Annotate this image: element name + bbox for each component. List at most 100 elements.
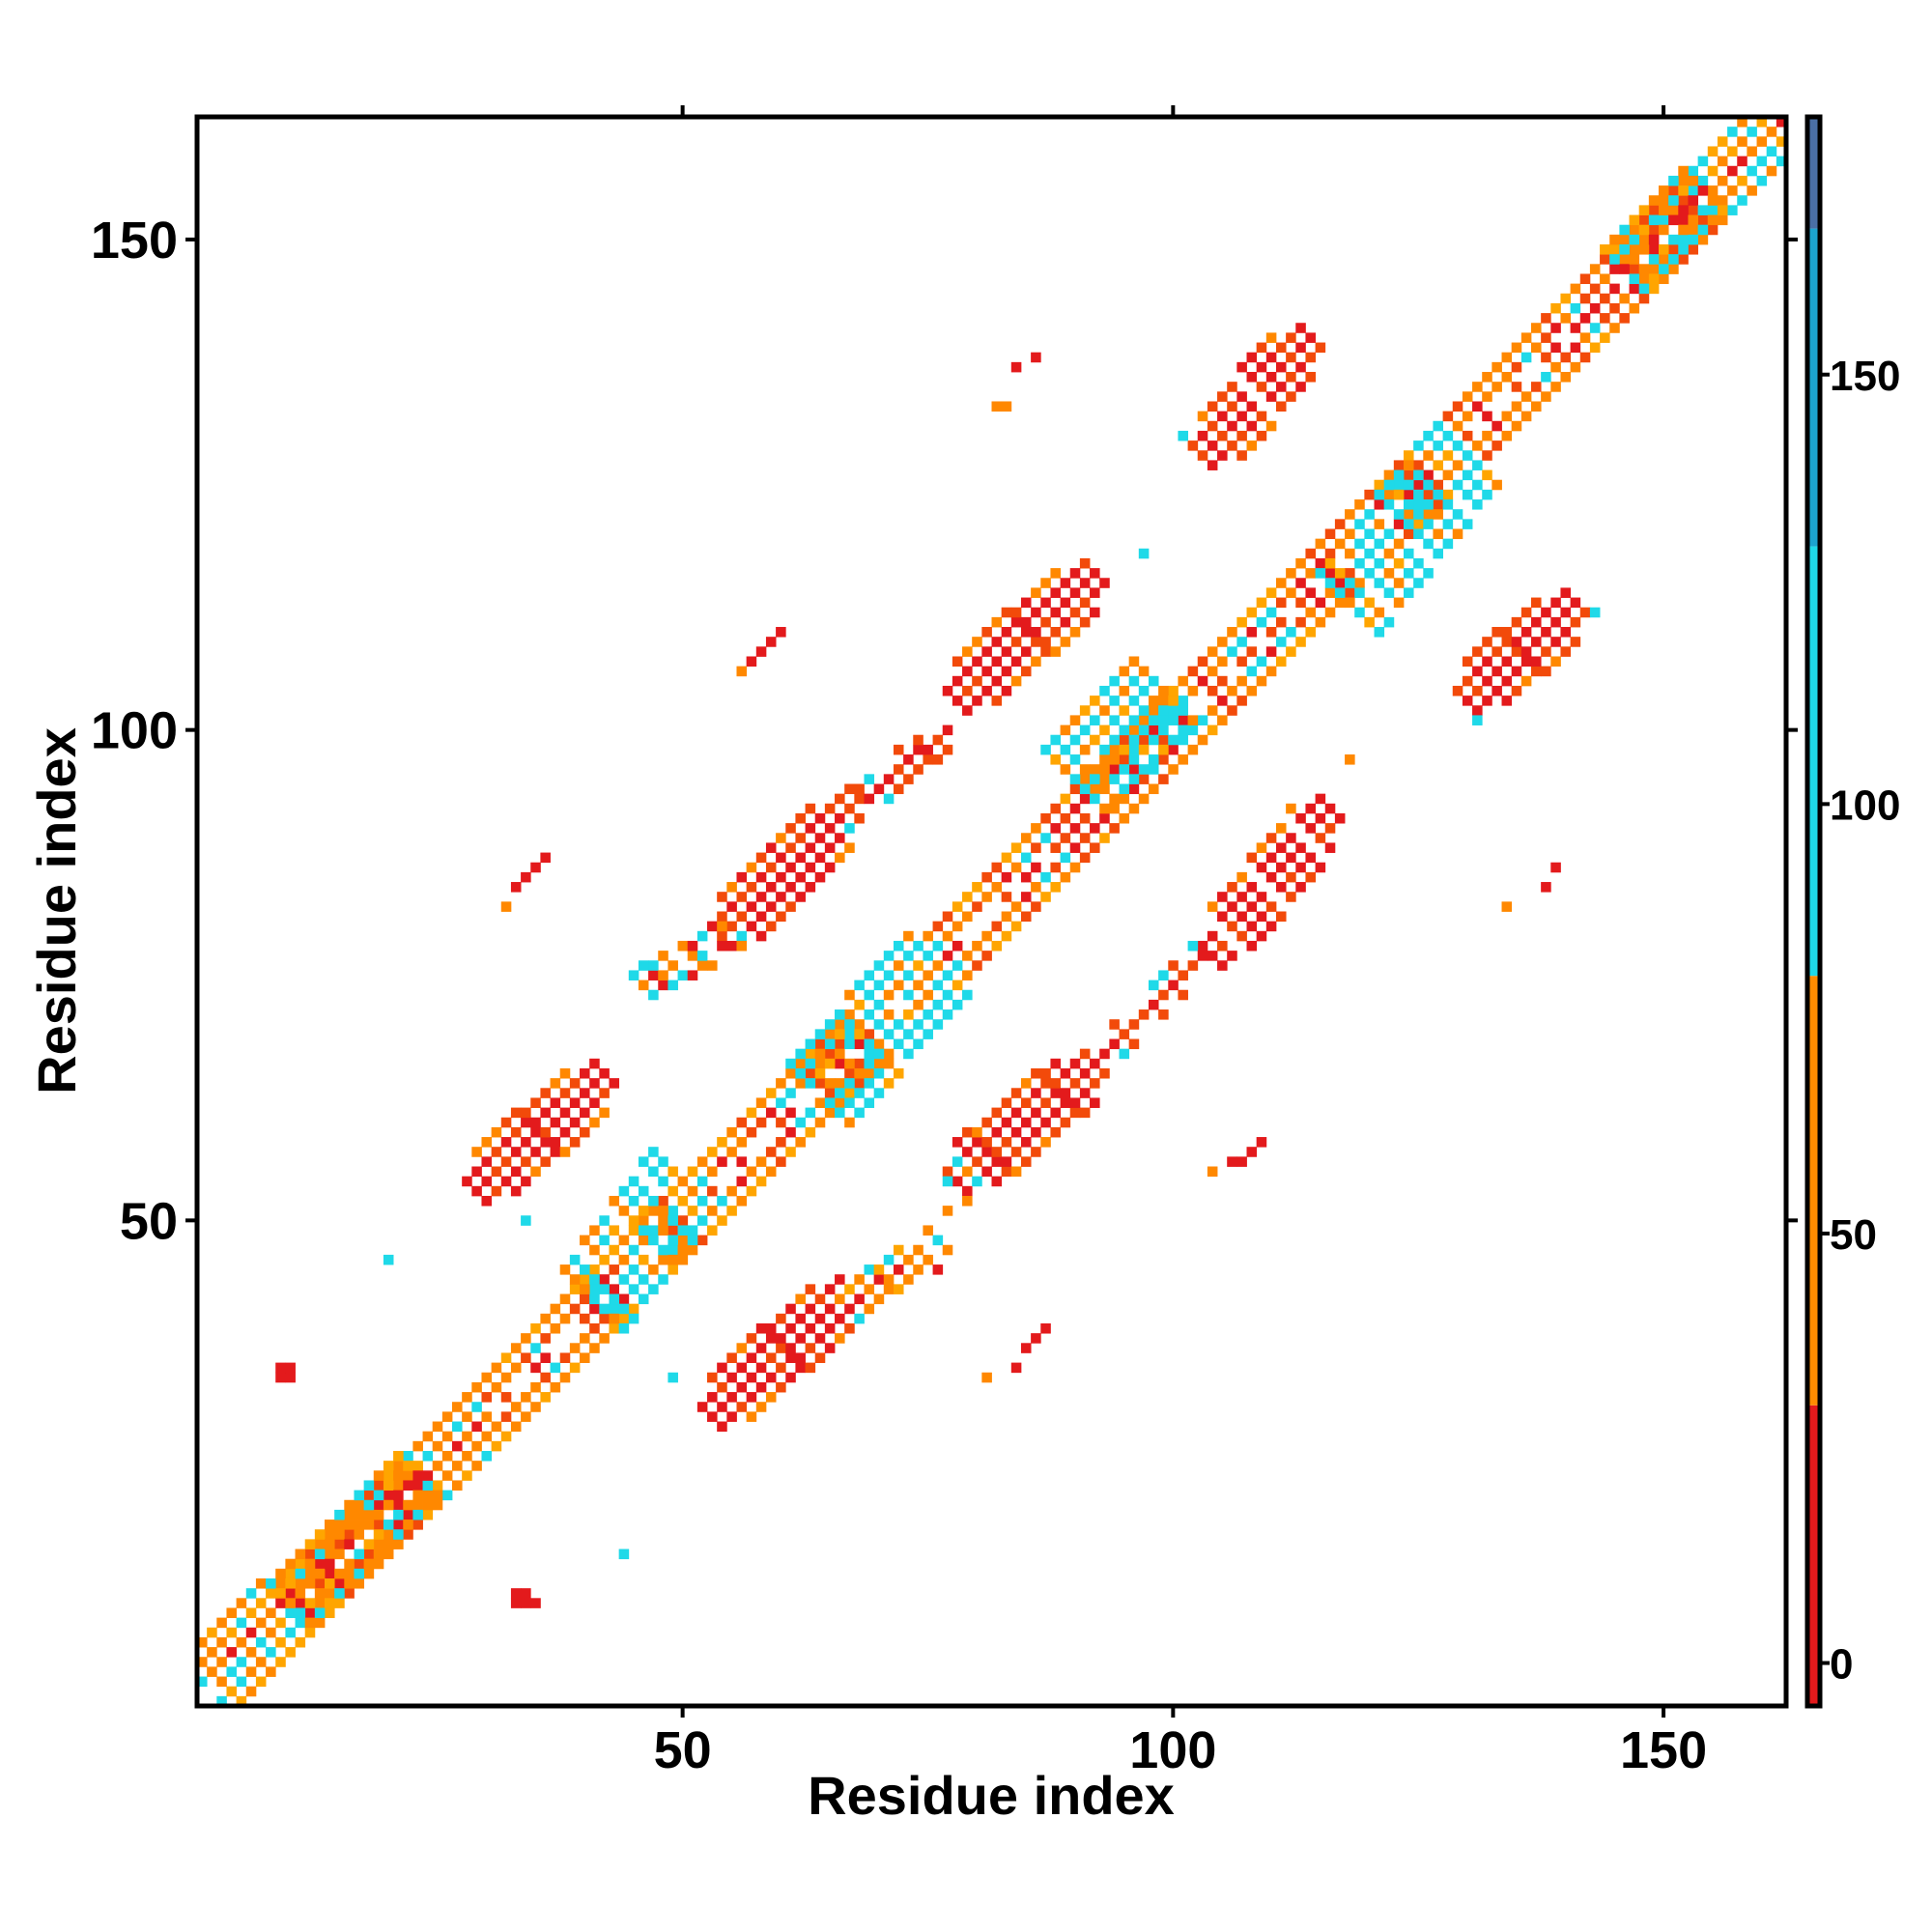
heatmap-cell — [1109, 1019, 1120, 1030]
heatmap-cell — [1560, 627, 1571, 638]
heatmap-cell — [1579, 293, 1591, 304]
heatmap-cell — [648, 970, 659, 980]
heatmap-cell — [677, 1244, 689, 1256]
heatmap-cell — [589, 1303, 600, 1315]
heatmap-cell — [668, 1372, 678, 1383]
heatmap-cell — [962, 1166, 973, 1178]
heatmap-cell — [609, 1195, 620, 1207]
heatmap-cell — [1678, 244, 1689, 255]
heatmap-cell — [736, 871, 748, 883]
heatmap-cell — [932, 754, 944, 765]
heatmap-cell — [638, 960, 649, 971]
heatmap-cell — [1236, 430, 1247, 441]
heatmap-cell — [1747, 165, 1757, 177]
heatmap-cell — [1187, 666, 1199, 677]
heatmap-cell — [1265, 607, 1277, 618]
heatmap-cell — [304, 1568, 316, 1579]
heatmap-cell — [795, 1117, 806, 1128]
heatmap-cell — [559, 1293, 571, 1305]
heatmap-cell — [923, 1225, 933, 1236]
heatmap-cell — [991, 882, 1003, 893]
heatmap-cell — [805, 1126, 816, 1138]
heatmap-cell — [1148, 705, 1159, 716]
heatmap-cell — [1275, 382, 1287, 392]
heatmap-cell — [325, 1539, 335, 1549]
heatmap-cell — [1324, 803, 1336, 814]
heatmap-cell — [942, 724, 953, 736]
heatmap-cell — [1707, 214, 1719, 226]
heatmap-cell — [1256, 430, 1267, 441]
y-tick-label: 50 — [120, 1192, 178, 1250]
heatmap-cell — [412, 1490, 423, 1501]
heatmap-cell — [1423, 509, 1434, 520]
heatmap-cell — [1040, 1322, 1051, 1334]
heatmap-cell — [893, 1264, 904, 1275]
heatmap-cell — [1109, 823, 1120, 834]
heatmap-cell — [1236, 656, 1247, 668]
heatmap-cell — [1550, 382, 1561, 392]
heatmap-cell — [696, 930, 708, 942]
heatmap-cell — [1727, 185, 1738, 196]
heatmap-cell — [814, 1097, 826, 1108]
heatmap-cell — [854, 1274, 865, 1285]
heatmap-cell — [334, 1577, 345, 1589]
heatmap-cell — [717, 911, 727, 923]
heatmap-cell — [1236, 361, 1247, 373]
heatmap-cell — [1001, 1137, 1012, 1148]
heatmap-cell — [814, 1313, 826, 1324]
heatmap-cell — [500, 1137, 512, 1148]
heatmap-cell — [452, 1440, 463, 1452]
heatmap-cell — [314, 1607, 326, 1619]
heatmap-cell — [334, 1529, 345, 1540]
heatmap-cell — [1688, 214, 1699, 226]
heatmap-cell — [1530, 401, 1542, 412]
heatmap-cell — [1031, 637, 1041, 647]
heatmap-cell — [1442, 489, 1454, 500]
heatmap-cell — [932, 999, 944, 1010]
heatmap-cell — [835, 1009, 845, 1020]
heatmap-cell — [550, 1097, 561, 1108]
heatmap-cell — [1315, 616, 1326, 628]
heatmap-cell — [334, 1509, 345, 1520]
heatmap-cell — [1020, 1343, 1032, 1353]
heatmap-cell — [962, 1185, 973, 1197]
heatmap-cell — [1579, 332, 1591, 343]
heatmap-cell — [981, 666, 992, 677]
heatmap-cell — [1119, 666, 1130, 677]
heatmap-cell — [1766, 146, 1777, 157]
heatmap-cell — [1482, 489, 1492, 500]
heatmap-cell — [1217, 675, 1228, 687]
heatmap-cell — [1119, 783, 1130, 795]
heatmap-cell — [1354, 499, 1365, 510]
heatmap-cell — [696, 960, 708, 971]
heatmap-cell — [755, 1343, 767, 1353]
heatmap-cell — [942, 970, 953, 980]
heatmap-cell — [1737, 175, 1747, 186]
heatmap-cell — [1168, 764, 1179, 775]
heatmap-cell — [491, 1440, 502, 1452]
heatmap-cell — [1658, 273, 1669, 285]
heatmap-cell — [1227, 705, 1237, 716]
heatmap-cell — [765, 1333, 777, 1344]
heatmap-cell — [1678, 224, 1689, 236]
heatmap-cell — [942, 1206, 953, 1216]
heatmap-cell — [717, 930, 727, 942]
heatmap-cell — [491, 1381, 502, 1393]
heatmap-cell — [295, 1598, 306, 1608]
heatmap-cell — [1629, 234, 1640, 245]
heatmap-cell — [1629, 244, 1640, 255]
heatmap-cell — [1001, 1117, 1012, 1128]
heatmap-cell — [383, 1470, 394, 1481]
heatmap-cell — [1403, 469, 1414, 481]
heatmap-cell — [344, 1520, 355, 1530]
heatmap-cell — [1442, 538, 1454, 550]
heatmap-cell — [765, 637, 777, 647]
heatmap-cell — [1286, 391, 1296, 402]
heatmap-cell — [746, 1185, 757, 1197]
heatmap-cell — [422, 1490, 434, 1501]
heatmap-cell — [255, 1657, 267, 1667]
heatmap-cell — [314, 1588, 326, 1599]
heatmap-cell — [1099, 744, 1110, 755]
heatmap-cell — [569, 1343, 581, 1353]
heatmap-cell — [755, 646, 767, 657]
